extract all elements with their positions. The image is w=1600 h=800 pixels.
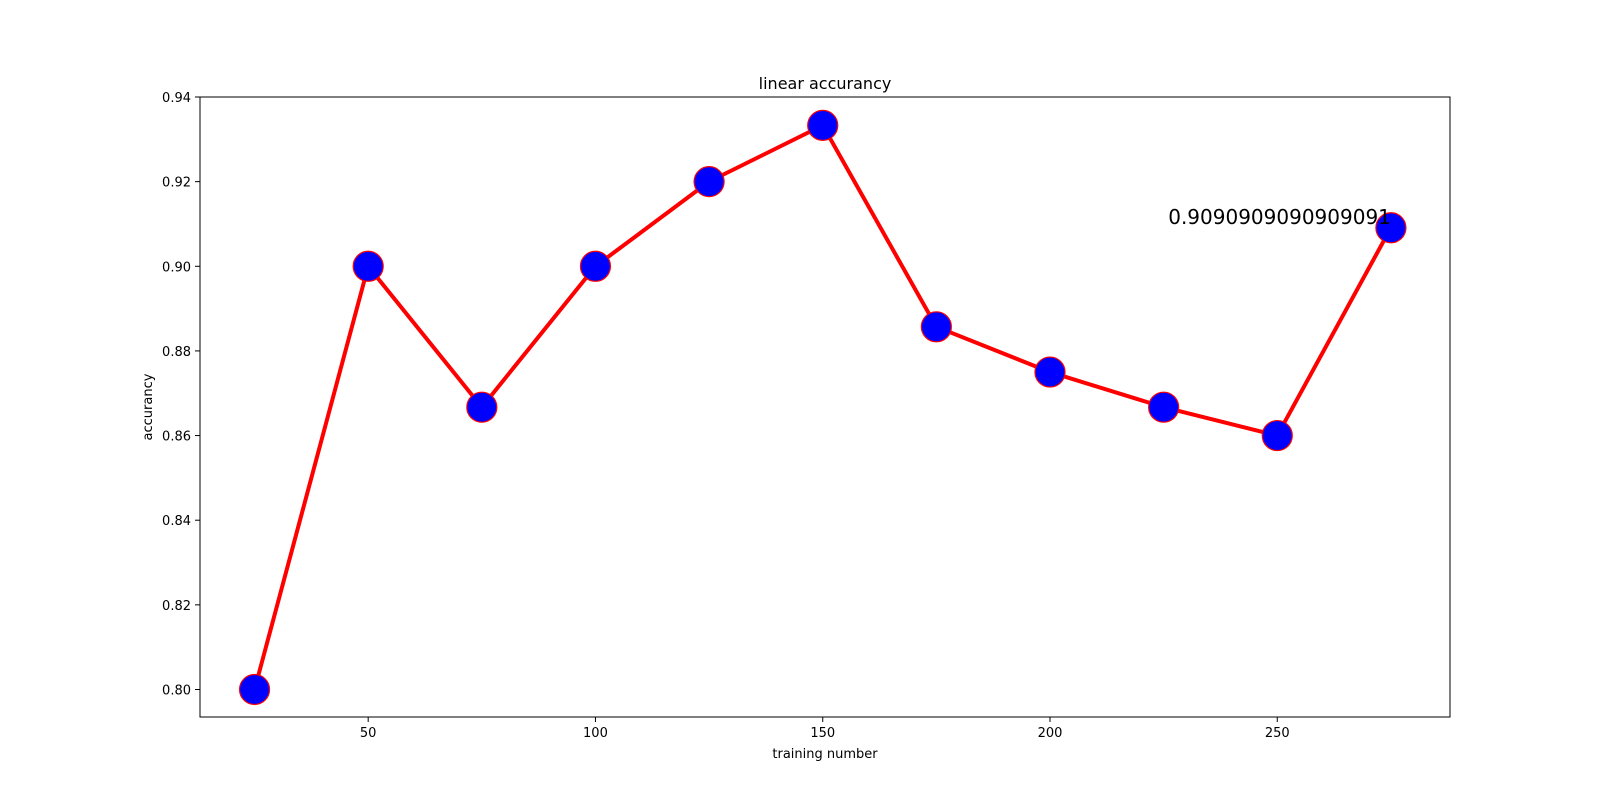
x-tick-label: 100 [583, 726, 608, 741]
data-point [466, 391, 498, 423]
data-point [238, 673, 271, 706]
axis-layer: 50 100 150 200 250 0.80 0.82 0.84 0.86 0.88 0.90 0.… [162, 91, 1290, 741]
y-axis-label: accurancy [141, 373, 156, 440]
x-tick-label: 200 [1038, 726, 1063, 741]
x-tick-label: 50 [360, 726, 377, 741]
y-tick-label: 0.94 [162, 91, 191, 106]
y-tick-label: 0.84 [162, 514, 191, 529]
data-label: 0.9090909090909091 [1168, 205, 1391, 229]
y-tick-label: 0.86 [162, 430, 191, 445]
x-axis-label: training number [772, 747, 878, 762]
x-tick-label: 150 [810, 726, 835, 741]
chart-title: linear accurancy [759, 74, 892, 93]
data-point [920, 311, 952, 343]
y-tick-label: 0.88 [162, 345, 191, 360]
data-point [1375, 212, 1407, 244]
y-tick-label: 0.92 [162, 176, 191, 191]
data-point [579, 250, 612, 282]
series-layer [238, 109, 1407, 706]
data-point [1148, 391, 1180, 423]
data-point [1034, 356, 1066, 388]
annotation-layer: 0.9090909090909091 [1168, 205, 1391, 229]
data-point [352, 250, 384, 282]
data-point [693, 166, 725, 198]
y-tick-label: 0.90 [162, 260, 191, 275]
data-point [807, 109, 839, 141]
plot-background [200, 97, 1450, 717]
plot-frame [199, 96, 1451, 718]
y-tick-label: 0.80 [162, 683, 191, 698]
data-point [1261, 419, 1293, 452]
x-tick-label: 250 [1265, 726, 1290, 741]
y-tick-label: 0.82 [162, 599, 191, 614]
